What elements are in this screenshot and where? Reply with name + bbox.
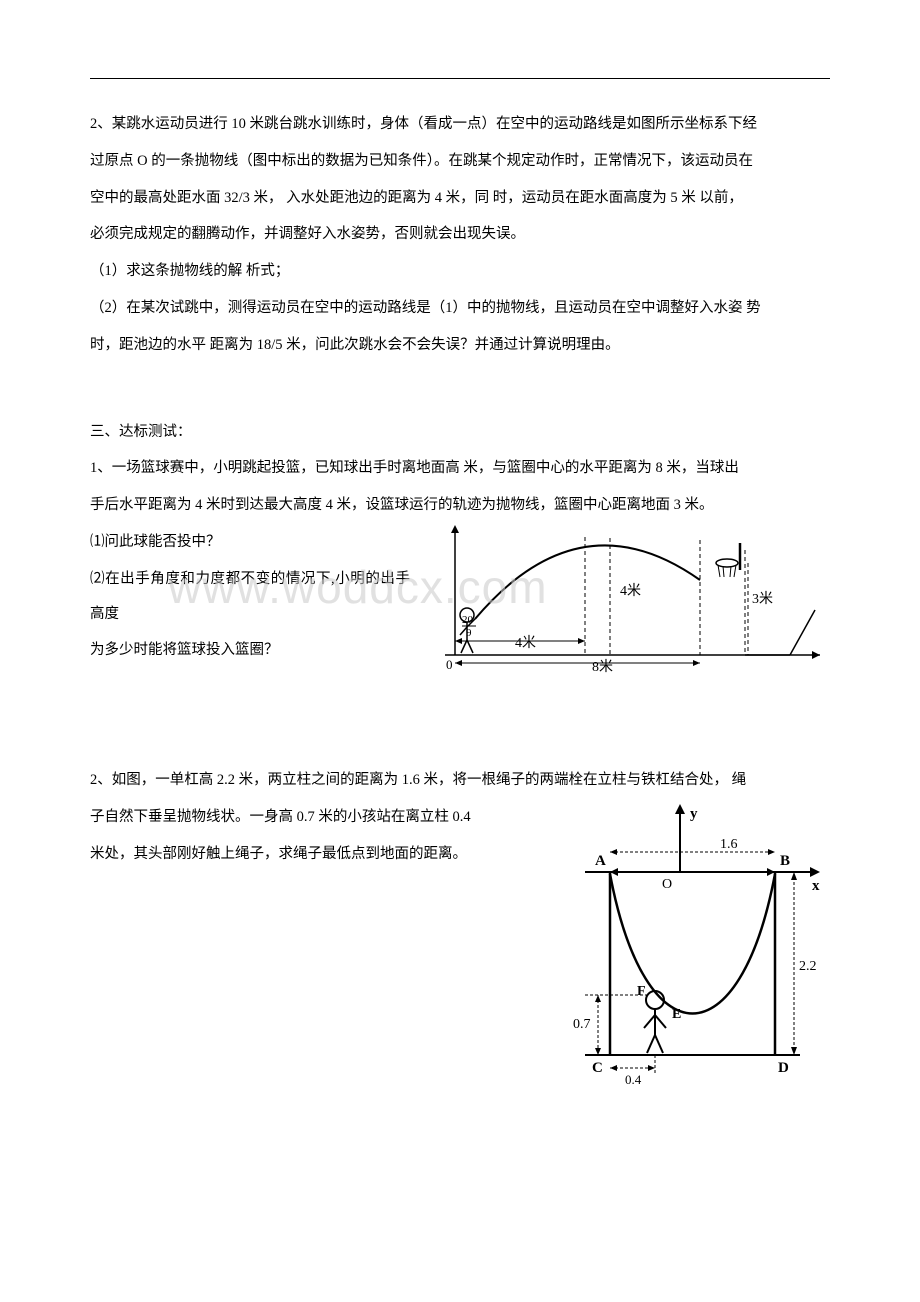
s3-p2-line2: 子自然下垂呈抛物线状。一身高 0.7 米的小孩站在离立柱 0.4: [90, 800, 540, 835]
fig2-O: O: [662, 877, 672, 892]
s3-p1-line1: 1、一场篮球赛中，小明跳起投篮，已知球出手时离地面高 米，与篮圈中心的水平距离为…: [90, 451, 830, 486]
fig2-A: A: [595, 853, 606, 869]
p2-line6: （2）在某次试跳中，测得运动员在空中的运动路线是（1）中的抛物线，且运动员在空中…: [90, 291, 830, 326]
fig2-04: 0.4: [625, 1072, 642, 1087]
fig2-y: y: [690, 806, 698, 822]
fig2-B: B: [780, 853, 790, 869]
basketball-figure: 4米 3米 4米 8米 20 9 0: [420, 515, 830, 675]
fig2-07: 0.7: [573, 1017, 591, 1032]
p2-line4: 必须完成规定的翻腾动作，并调整好入水姿势，否则就会出现失误。: [90, 217, 830, 252]
fig2-16: 1.6: [720, 837, 738, 852]
fig2-E: E: [672, 1007, 681, 1022]
p2-line2: 过原点 O 的一条抛物线（图中标出的数据为已知条件）。在跳某个规定动作时，正常情…: [90, 144, 830, 179]
s3-p2-line3: 米处，其头部刚好触上绳子，求绳子最低点到地面的距离。: [90, 837, 540, 872]
p2-line3: 空中的最高处距水面 32/3 米， 入水处距池边的距离为 4 米，同 时，运动员…: [90, 181, 830, 216]
s3-p1-line3: ⑴问此球能否投中？: [90, 525, 410, 560]
fig2-C: C: [592, 1060, 603, 1076]
fig1-4m-bottom: 4米: [515, 635, 536, 651]
s3-p2-line1: 2、如图，一单杠高 2.2 米，两立柱之间的距离为 1.6 米，将一根绳子的两端…: [90, 763, 830, 798]
fig1-4m-top: 4米: [620, 583, 641, 599]
fig2-x: x: [812, 878, 820, 894]
fig1-209-t: 20: [462, 614, 474, 626]
fig2-F: F: [637, 984, 646, 999]
s3-p1-line4: ⑵在出手角度和力度都不变的情况下,小明的出手高度: [90, 562, 410, 632]
s3-p1-line5: 为多少时能将篮球投入篮圈？: [90, 633, 410, 668]
p2-line7: 时，距池边的水平 距离为 18/5 米，问此次跳水会不会失误？并通过计算说明理由…: [90, 328, 830, 363]
fig2-D: D: [778, 1060, 789, 1076]
fig1-209-b: 9: [466, 627, 472, 639]
section3-title: 三、达标测试：: [90, 415, 830, 450]
p2-line1: 2、某跳水运动员进行 10 米跳台跳水训练时，身体（看成一点）在空中的运动路线是…: [90, 107, 830, 142]
p2-line5: （1）求这条抛物线的解 析式；: [90, 254, 830, 289]
fig1-8m: 8米: [592, 659, 613, 675]
rope-figure: y x A B O 1.6 C D: [550, 800, 830, 1080]
fig1-0: 0: [446, 657, 453, 672]
fig2-22: 2.2: [799, 959, 817, 974]
fig1-3m: 3米: [752, 591, 773, 607]
